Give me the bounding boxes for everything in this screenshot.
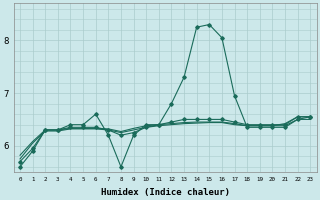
X-axis label: Humidex (Indice chaleur): Humidex (Indice chaleur) — [100, 188, 230, 197]
